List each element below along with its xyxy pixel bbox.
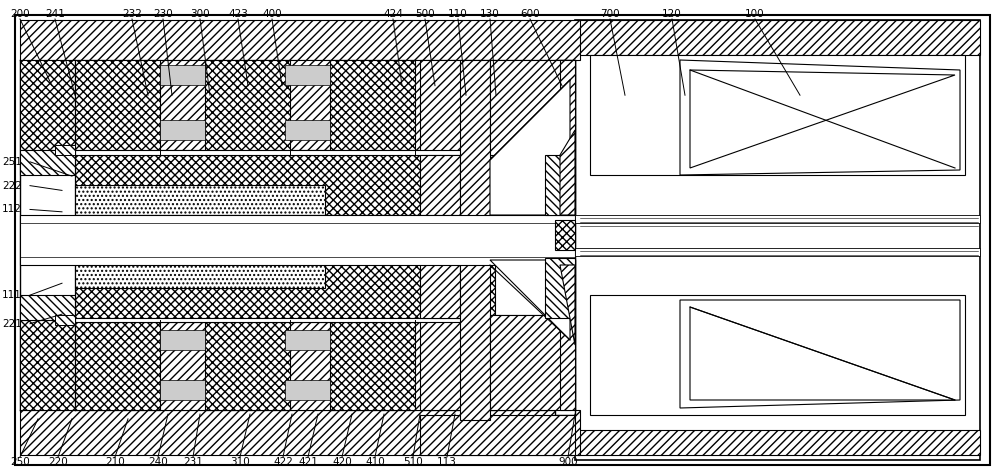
Polygon shape bbox=[490, 60, 570, 155]
Bar bbox=[55, 145, 75, 155]
Text: 420: 420 bbox=[332, 457, 352, 467]
Bar bbox=[420, 315, 570, 410]
Text: 310: 310 bbox=[230, 457, 250, 467]
Bar bbox=[590, 295, 965, 415]
Text: 130: 130 bbox=[480, 9, 500, 19]
Bar bbox=[545, 258, 575, 318]
Bar bbox=[560, 315, 575, 410]
Text: 251: 251 bbox=[2, 157, 22, 167]
Bar bbox=[75, 185, 325, 215]
Bar bbox=[330, 322, 415, 410]
Bar bbox=[75, 155, 495, 215]
Text: 421: 421 bbox=[298, 457, 318, 467]
Bar bbox=[160, 65, 205, 85]
Text: 600: 600 bbox=[520, 9, 540, 19]
Bar bbox=[460, 60, 490, 420]
Polygon shape bbox=[690, 307, 955, 400]
Bar bbox=[20, 60, 75, 150]
Bar bbox=[555, 60, 575, 415]
Polygon shape bbox=[680, 60, 960, 175]
Text: 221: 221 bbox=[2, 318, 22, 329]
Bar bbox=[560, 60, 575, 155]
Polygon shape bbox=[680, 300, 960, 408]
Polygon shape bbox=[490, 260, 570, 340]
Bar bbox=[75, 253, 495, 258]
Text: 111: 111 bbox=[2, 290, 22, 300]
Text: 231: 231 bbox=[183, 457, 203, 467]
Bar bbox=[160, 120, 205, 140]
Polygon shape bbox=[560, 130, 575, 215]
Text: 112: 112 bbox=[2, 204, 22, 215]
Bar bbox=[75, 258, 325, 288]
Text: 241: 241 bbox=[45, 9, 65, 19]
Text: 300: 300 bbox=[190, 9, 210, 19]
Bar bbox=[420, 155, 460, 215]
Bar bbox=[55, 315, 75, 325]
Bar bbox=[75, 215, 495, 220]
Bar bbox=[420, 415, 575, 455]
Bar bbox=[590, 55, 965, 175]
Bar bbox=[575, 430, 980, 455]
Text: 230: 230 bbox=[153, 9, 173, 19]
Text: 220: 220 bbox=[48, 457, 68, 467]
Bar bbox=[75, 150, 495, 155]
Bar bbox=[575, 248, 980, 256]
Polygon shape bbox=[490, 80, 570, 215]
Text: 423: 423 bbox=[228, 9, 248, 19]
Bar bbox=[575, 20, 980, 55]
Bar bbox=[20, 295, 75, 320]
Text: 200: 200 bbox=[10, 9, 30, 19]
Text: 410: 410 bbox=[365, 457, 385, 467]
Bar bbox=[420, 258, 460, 318]
Text: 422: 422 bbox=[273, 457, 293, 467]
Text: 700: 700 bbox=[600, 9, 620, 19]
Text: 424: 424 bbox=[383, 9, 403, 19]
Text: 900: 900 bbox=[558, 457, 578, 467]
Bar bbox=[75, 322, 495, 410]
Bar bbox=[285, 330, 330, 350]
Text: 232: 232 bbox=[122, 9, 142, 19]
Text: 120: 120 bbox=[662, 9, 682, 19]
Bar bbox=[75, 318, 495, 322]
Bar bbox=[20, 20, 580, 60]
Bar bbox=[575, 215, 980, 223]
Bar bbox=[75, 60, 160, 150]
Text: 210: 210 bbox=[105, 457, 125, 467]
Bar bbox=[160, 330, 205, 350]
Bar bbox=[75, 60, 495, 150]
Polygon shape bbox=[560, 265, 575, 345]
Bar bbox=[285, 65, 330, 85]
Bar bbox=[20, 215, 575, 265]
Text: 222: 222 bbox=[2, 180, 22, 191]
Text: 100: 100 bbox=[745, 9, 765, 19]
Text: 400: 400 bbox=[262, 9, 282, 19]
Bar bbox=[330, 60, 415, 150]
Bar bbox=[205, 60, 290, 150]
Polygon shape bbox=[490, 315, 570, 410]
Text: 510: 510 bbox=[403, 457, 423, 467]
Text: 110: 110 bbox=[448, 9, 468, 19]
Bar bbox=[75, 258, 495, 318]
Bar bbox=[575, 20, 980, 460]
Bar bbox=[20, 410, 580, 455]
Bar bbox=[160, 380, 205, 400]
Bar bbox=[285, 380, 330, 400]
Bar bbox=[555, 220, 575, 250]
Bar bbox=[20, 320, 75, 410]
Bar bbox=[205, 322, 290, 410]
Text: 250: 250 bbox=[10, 457, 30, 467]
Text: 240: 240 bbox=[148, 457, 168, 467]
Bar bbox=[20, 150, 75, 175]
Text: 500: 500 bbox=[415, 9, 435, 19]
Text: 113: 113 bbox=[437, 457, 457, 467]
Polygon shape bbox=[690, 70, 955, 168]
Bar bbox=[420, 60, 570, 155]
Bar bbox=[475, 145, 495, 155]
Bar bbox=[285, 120, 330, 140]
Bar bbox=[545, 155, 575, 215]
Bar bbox=[475, 315, 495, 325]
Bar bbox=[75, 322, 160, 410]
